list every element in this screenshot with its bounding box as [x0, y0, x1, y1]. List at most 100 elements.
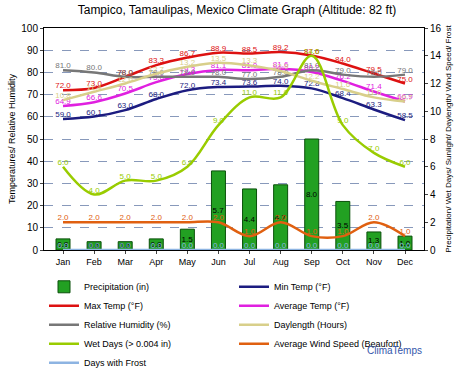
svg-text:78.0: 78.0: [211, 68, 227, 77]
svg-text:0.0: 0.0: [182, 241, 194, 250]
svg-text:1.5: 1.5: [182, 235, 194, 244]
svg-text:76.2: 76.2: [335, 72, 351, 81]
svg-text:30: 30: [27, 178, 39, 189]
svg-text:4.0: 4.0: [89, 186, 101, 195]
svg-text:4.4: 4.4: [244, 215, 256, 224]
svg-text:0.0: 0.0: [306, 241, 318, 250]
svg-text:78.0: 78.0: [117, 68, 133, 77]
svg-text:60.1: 60.1: [86, 108, 102, 117]
svg-text:Feb: Feb: [86, 257, 102, 267]
svg-text:100: 100: [21, 23, 38, 34]
svg-text:0.0: 0.0: [399, 241, 411, 250]
svg-text:66.6: 66.6: [86, 93, 102, 102]
svg-text:78.0: 78.0: [117, 68, 133, 77]
svg-text:0.6: 0.6: [119, 241, 131, 250]
svg-text:88.9: 88.9: [211, 44, 227, 53]
svg-text:7.0: 7.0: [368, 144, 380, 153]
svg-text:2.0: 2.0: [213, 213, 225, 222]
svg-text:2.0: 2.0: [57, 213, 69, 222]
svg-text:63.3: 63.3: [366, 100, 382, 109]
svg-text:12.7: 12.7: [148, 65, 164, 74]
svg-text:Average Temp (°F): Average Temp (°F): [274, 301, 349, 311]
svg-text:2.0: 2.0: [368, 213, 380, 222]
svg-text:1.0: 1.0: [399, 227, 411, 236]
svg-text:66.9: 66.9: [397, 92, 413, 101]
svg-text:88.5: 88.5: [242, 45, 258, 54]
svg-text:78.0: 78.0: [148, 68, 164, 77]
svg-text:73.0: 73.0: [86, 79, 102, 88]
svg-text:9.0: 9.0: [337, 116, 349, 125]
svg-text:8: 8: [430, 134, 436, 145]
svg-text:May: May: [179, 257, 197, 267]
svg-text:Apr: Apr: [149, 257, 163, 267]
svg-text:6.0: 6.0: [399, 158, 411, 167]
svg-text:0.0: 0.0: [89, 241, 101, 250]
svg-text:81.6: 81.6: [273, 60, 289, 69]
svg-text:6: 6: [430, 161, 436, 172]
svg-text:0.8: 0.8: [57, 240, 69, 249]
svg-text:81.0: 81.0: [242, 61, 258, 70]
svg-text:Aug: Aug: [273, 257, 289, 267]
svg-text:81.0: 81.0: [304, 61, 320, 70]
svg-text:70: 70: [27, 89, 39, 100]
svg-text:0: 0: [430, 245, 436, 256]
svg-text:6.0: 6.0: [182, 158, 194, 167]
svg-text:13.3: 13.3: [242, 56, 258, 65]
svg-text:Jun: Jun: [211, 257, 226, 267]
svg-text:Oct: Oct: [336, 257, 351, 267]
svg-text:Tampico, Tamaulipas, Mexico Cl: Tampico, Tamaulipas, Mexico Climate Grap…: [78, 3, 397, 17]
svg-text:0.0: 0.0: [57, 241, 69, 250]
svg-text:59.0: 59.0: [55, 110, 71, 119]
svg-text:0: 0: [32, 245, 38, 256]
svg-text:0.0: 0.0: [275, 241, 287, 250]
svg-text:72.0: 72.0: [55, 81, 71, 90]
svg-text:83.3: 83.3: [148, 56, 164, 65]
svg-text:14: 14: [430, 50, 442, 61]
svg-text:12: 12: [430, 78, 442, 89]
svg-text:78.0: 78.0: [180, 68, 196, 77]
svg-text:0.0: 0.0: [244, 241, 256, 250]
svg-text:75.0: 75.0: [397, 75, 413, 84]
svg-text:5.0: 5.0: [151, 172, 163, 181]
svg-text:Precipitation/ Wet Days/ Sunli: Precipitation/ Wet Days/ Sunlight/ Dayle…: [444, 24, 453, 252]
svg-text:80: 80: [27, 67, 39, 78]
svg-text:0.0: 0.0: [120, 241, 132, 250]
svg-text:60: 60: [27, 111, 39, 122]
svg-text:70.5: 70.5: [117, 84, 133, 93]
svg-text:10: 10: [430, 106, 442, 117]
svg-text:79.0: 79.0: [335, 66, 351, 75]
svg-text:Wet Days (> 0.004 in): Wet Days (> 0.004 in): [84, 339, 171, 349]
svg-text:4.7: 4.7: [275, 213, 287, 222]
svg-text:80.2: 80.2: [304, 63, 320, 72]
svg-text:Sep: Sep: [304, 257, 320, 267]
svg-text:50: 50: [27, 134, 39, 145]
svg-text:1.0: 1.0: [244, 227, 256, 236]
svg-text:58.5: 58.5: [397, 111, 413, 120]
svg-text:0.0: 0.0: [337, 241, 349, 250]
svg-text:16: 16: [430, 23, 442, 34]
svg-text:64.9: 64.9: [55, 97, 71, 106]
svg-text:63.0: 63.0: [117, 101, 133, 110]
svg-text:Mar: Mar: [117, 257, 133, 267]
svg-text:1.3: 1.3: [368, 236, 380, 245]
svg-text:1.0: 1.0: [399, 239, 411, 248]
svg-text:0.6: 0.6: [88, 241, 100, 250]
svg-text:Relative Humidity (%): Relative Humidity (%): [84, 320, 171, 330]
svg-text:74.0: 74.0: [273, 77, 289, 86]
svg-text:89.2: 89.2: [273, 43, 289, 52]
svg-text:13.2: 13.2: [180, 58, 196, 67]
svg-text:1.0: 1.0: [337, 227, 349, 236]
svg-text:79.0: 79.0: [397, 66, 413, 75]
svg-text:12.0: 12.0: [117, 75, 133, 84]
svg-text:5.7: 5.7: [213, 206, 225, 215]
svg-text:11.0: 11.0: [242, 88, 258, 97]
svg-text:11.0: 11.0: [366, 88, 382, 97]
svg-text:2.0: 2.0: [120, 213, 132, 222]
svg-text:Nov: Nov: [366, 257, 383, 267]
svg-text:81.1: 81.1: [211, 61, 227, 70]
svg-text:Jul: Jul: [244, 257, 256, 267]
svg-text:73.6: 73.6: [242, 78, 258, 87]
svg-text:68.4: 68.4: [335, 89, 351, 98]
svg-text:78.0: 78.0: [366, 68, 382, 77]
svg-text:78.0: 78.0: [273, 68, 289, 77]
